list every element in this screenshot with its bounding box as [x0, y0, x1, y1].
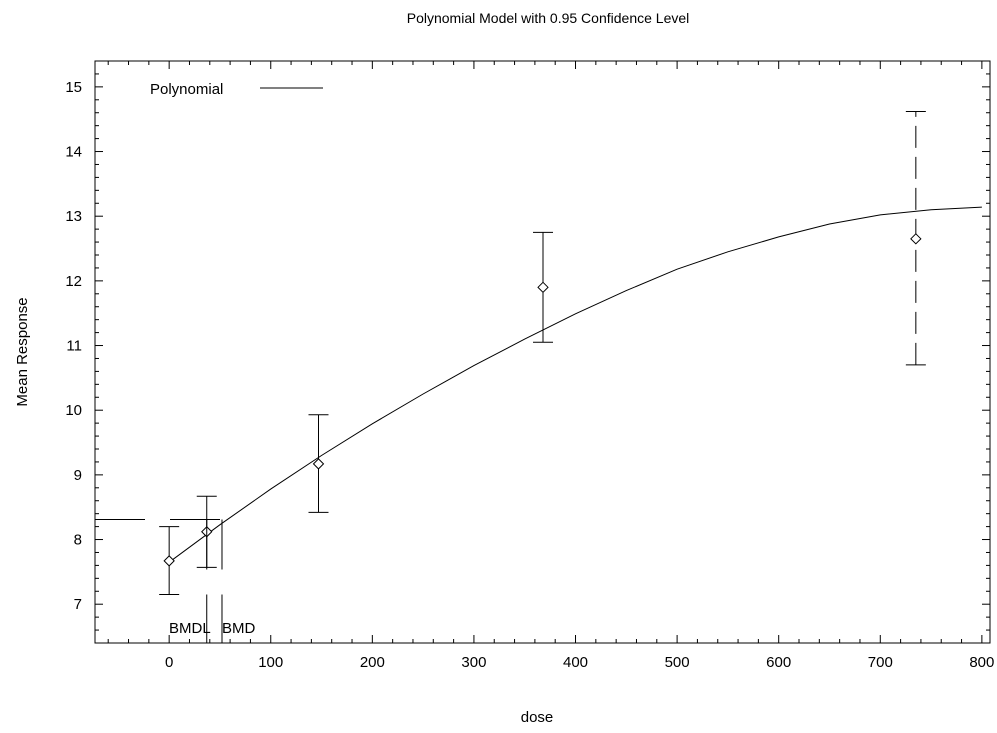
- x-tick-label: 400: [563, 654, 588, 671]
- y-axis-label: Mean Response: [14, 297, 31, 406]
- x-tick-label: 800: [969, 654, 994, 671]
- x-axis-label: dose: [521, 709, 554, 726]
- plot-frame: [94, 60, 991, 644]
- x-tick-label: 0: [165, 654, 173, 671]
- data-point: [163, 555, 175, 567]
- bmdl-label: BMDL: [169, 620, 211, 637]
- x-tick-label: 500: [665, 654, 690, 671]
- series-curve: [168, 206, 982, 563]
- x-tick-label: 300: [461, 654, 486, 671]
- data-point: [537, 281, 549, 294]
- y-tick-label: 9: [74, 467, 82, 484]
- bmd-label: BMD: [222, 620, 256, 637]
- y-tick-label: 8: [74, 532, 82, 549]
- y-tick-label: 11: [66, 338, 82, 355]
- x-tick-label: 100: [258, 654, 283, 671]
- data-point: [312, 458, 325, 470]
- data-point: [910, 233, 922, 245]
- y-tick-label: 15: [65, 79, 82, 96]
- x-tick-label: 700: [868, 654, 893, 671]
- legend-label: Polynomial: [150, 81, 223, 98]
- y-tick-label: 13: [65, 208, 82, 225]
- y-tick-label: 10: [65, 402, 82, 419]
- chart-title: Polynomial Model with 0.95 Confidence Le…: [407, 10, 690, 26]
- y-tick-label: 12: [65, 273, 82, 290]
- y-tick-label: 14: [65, 144, 82, 161]
- y-tick-label: 7: [74, 596, 82, 613]
- x-tick-label: 600: [766, 654, 791, 671]
- x-tick-label: 200: [360, 654, 385, 671]
